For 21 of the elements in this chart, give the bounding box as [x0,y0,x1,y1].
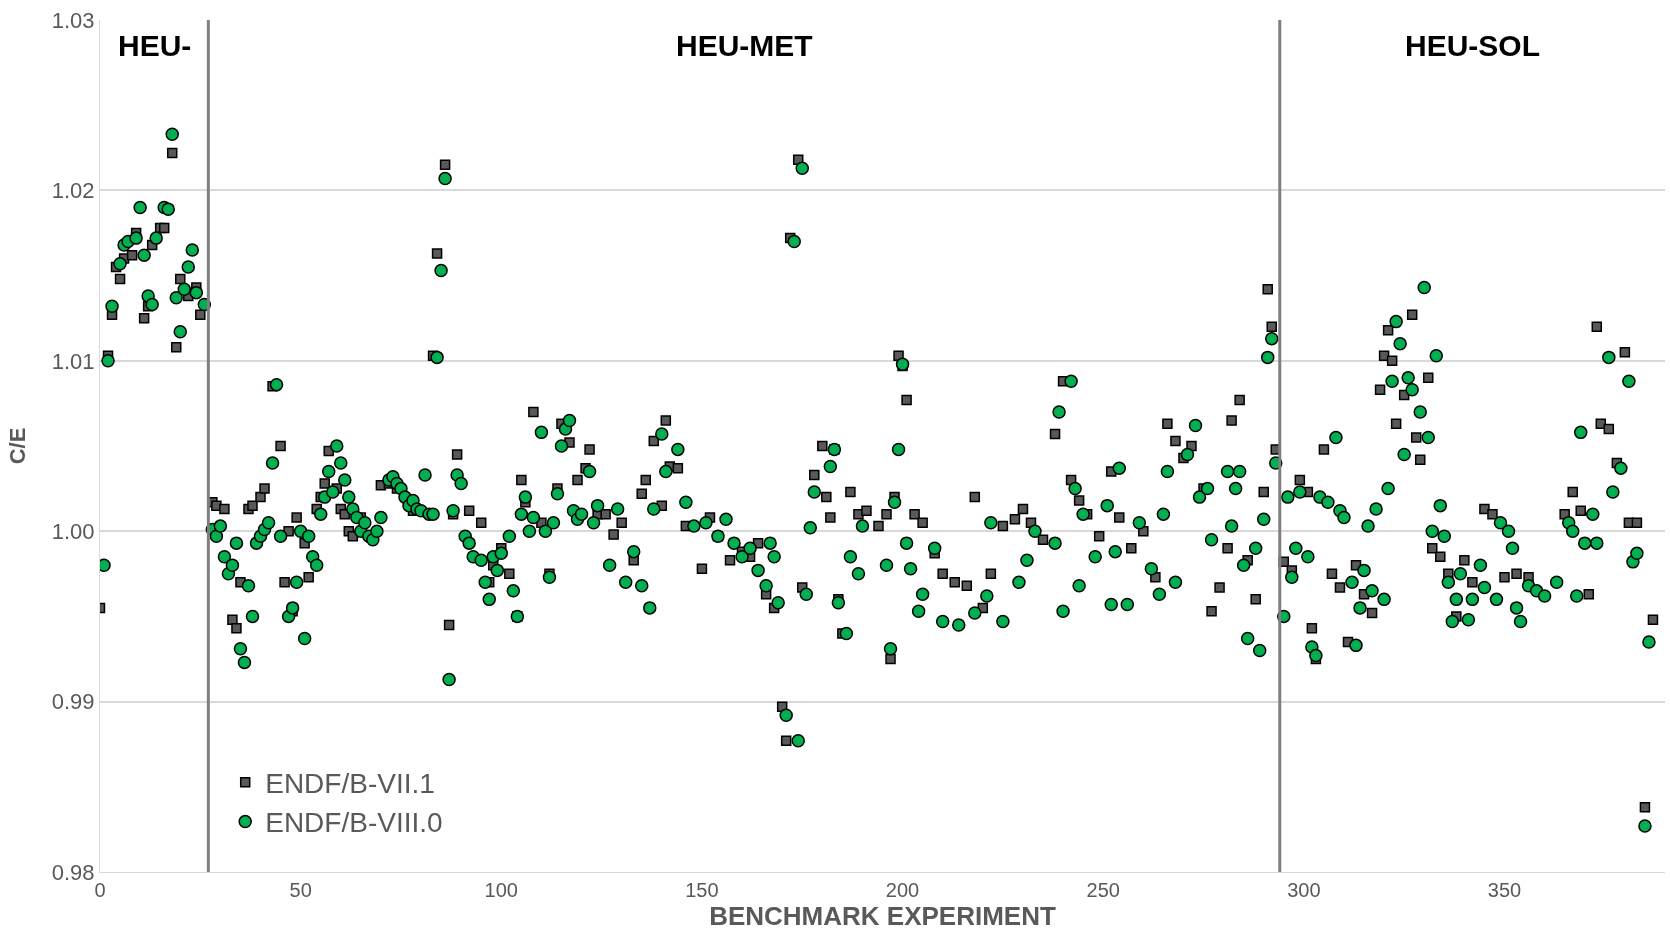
y-axis-title: C/E [4,427,30,465]
x-tick-label: 200 [885,879,920,901]
x-tick-label: 250 [1086,879,1120,901]
y-tick-label: 0.99 [51,689,95,715]
legend-label: ENDF/B-VII.1 [265,768,435,800]
y-tick-label: 1.03 [51,7,95,33]
y-tick-label: 0.98 [51,859,95,885]
y-tick-label: 1.00 [51,518,95,544]
annotation: HEU- [118,29,192,62]
x-tick-label: 50 [289,879,312,901]
x-tick-label: 0 [94,879,106,901]
x-tick-label: 100 [484,879,518,901]
legend-label: ENDF/B-VIII.0 [265,807,443,839]
y-tick-label: 1.01 [51,348,95,374]
x-tick-label: 300 [1287,879,1321,901]
y-tick-label: 1.02 [51,178,95,204]
x-tick-label: 150 [685,879,719,901]
annotation: HEU-MET [676,29,813,62]
x-tick-label: 350 [1487,879,1522,901]
annotation: HEU-SOL [1405,29,1540,62]
x-axis-title: BENCHMARK EXPERIMENT [709,901,1056,931]
